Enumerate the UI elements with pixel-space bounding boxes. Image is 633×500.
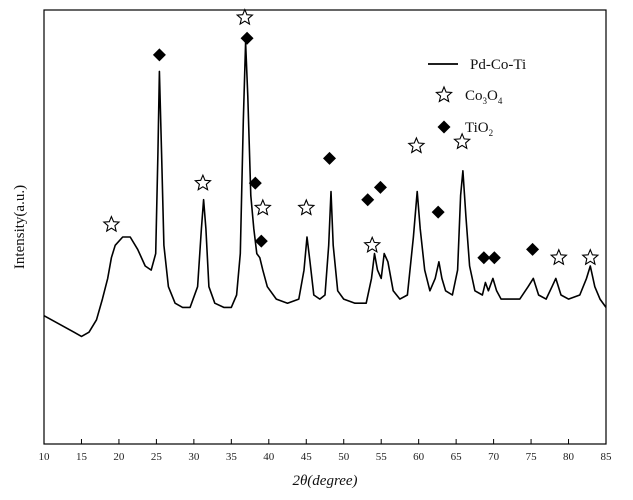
x-tick-label: 50 [338,451,350,463]
x-tick-label: 40 [263,451,275,463]
tio2-peak-marker [254,234,268,248]
phase-markers [102,8,600,266]
co3o4-peak-marker [235,8,254,26]
y-axis-title: Intensity(a.u.) [12,185,28,269]
tio2-peak-marker [477,251,491,265]
x-tick-label: 15 [76,451,88,463]
tio2-peak-marker [526,242,540,256]
legend-label-pd-co-ti: Pd-Co-Ti [470,57,526,73]
x-tick-label: 20 [113,451,125,463]
x-tick-label: 85 [601,451,613,463]
x-tick-label: 80 [563,451,575,463]
plot-area [43,8,607,445]
tio2-peak-marker [361,193,375,207]
x-tick-label: 60 [413,451,425,463]
x-tick-label: 30 [188,451,200,463]
tio2-peak-marker [240,31,254,45]
co3o4-peak-marker [363,235,382,253]
legend-diamond-marker [437,120,451,134]
co3o4-peak-marker [297,198,316,216]
series-line-pd-co-ti [43,41,607,338]
co3o4-peak-marker [407,136,426,154]
x-tick-label: 55 [376,451,388,463]
tio2-peak-marker [373,180,387,194]
x-tick-label: 25 [151,451,163,463]
plot-frame [43,9,607,445]
legend-label-tio2: TiO2 [465,120,493,138]
tio2-peak-marker [431,205,445,219]
x-tick-label: 65 [451,451,463,463]
co3o4-peak-marker [453,132,472,150]
legend-label-co3o4: Co3O4 [465,88,503,106]
x-tick-label: 75 [526,451,538,463]
x-axis-title: 2θ(degree) [292,473,357,489]
co3o4-peak-marker [581,248,600,266]
tio2-peak-marker [322,151,336,165]
co3o4-peak-marker [193,173,212,191]
legend-diamond-icon [437,120,451,134]
x-tick-label: 10 [39,451,51,463]
legend: Pd-Co-Ti Co3O4 TiO2 [428,57,526,138]
x-tick-label: 35 [226,451,238,463]
tio2-peak-marker [487,251,501,265]
x-axis: 10 15 20 25 30 35 40 45 50 55 60 65 70 75 80 85 [39,439,613,463]
co3o4-peak-marker [549,248,568,266]
x-tick-label: 70 [488,451,500,463]
co3o4-peak-marker [253,198,272,216]
legend-star-marker [435,85,453,103]
legend-star-icon [435,85,453,103]
tio2-peak-marker [152,48,166,62]
co3o4-peak-marker [102,215,121,233]
tio2-peak-marker [248,176,262,190]
x-tick-label: 45 [301,451,313,463]
